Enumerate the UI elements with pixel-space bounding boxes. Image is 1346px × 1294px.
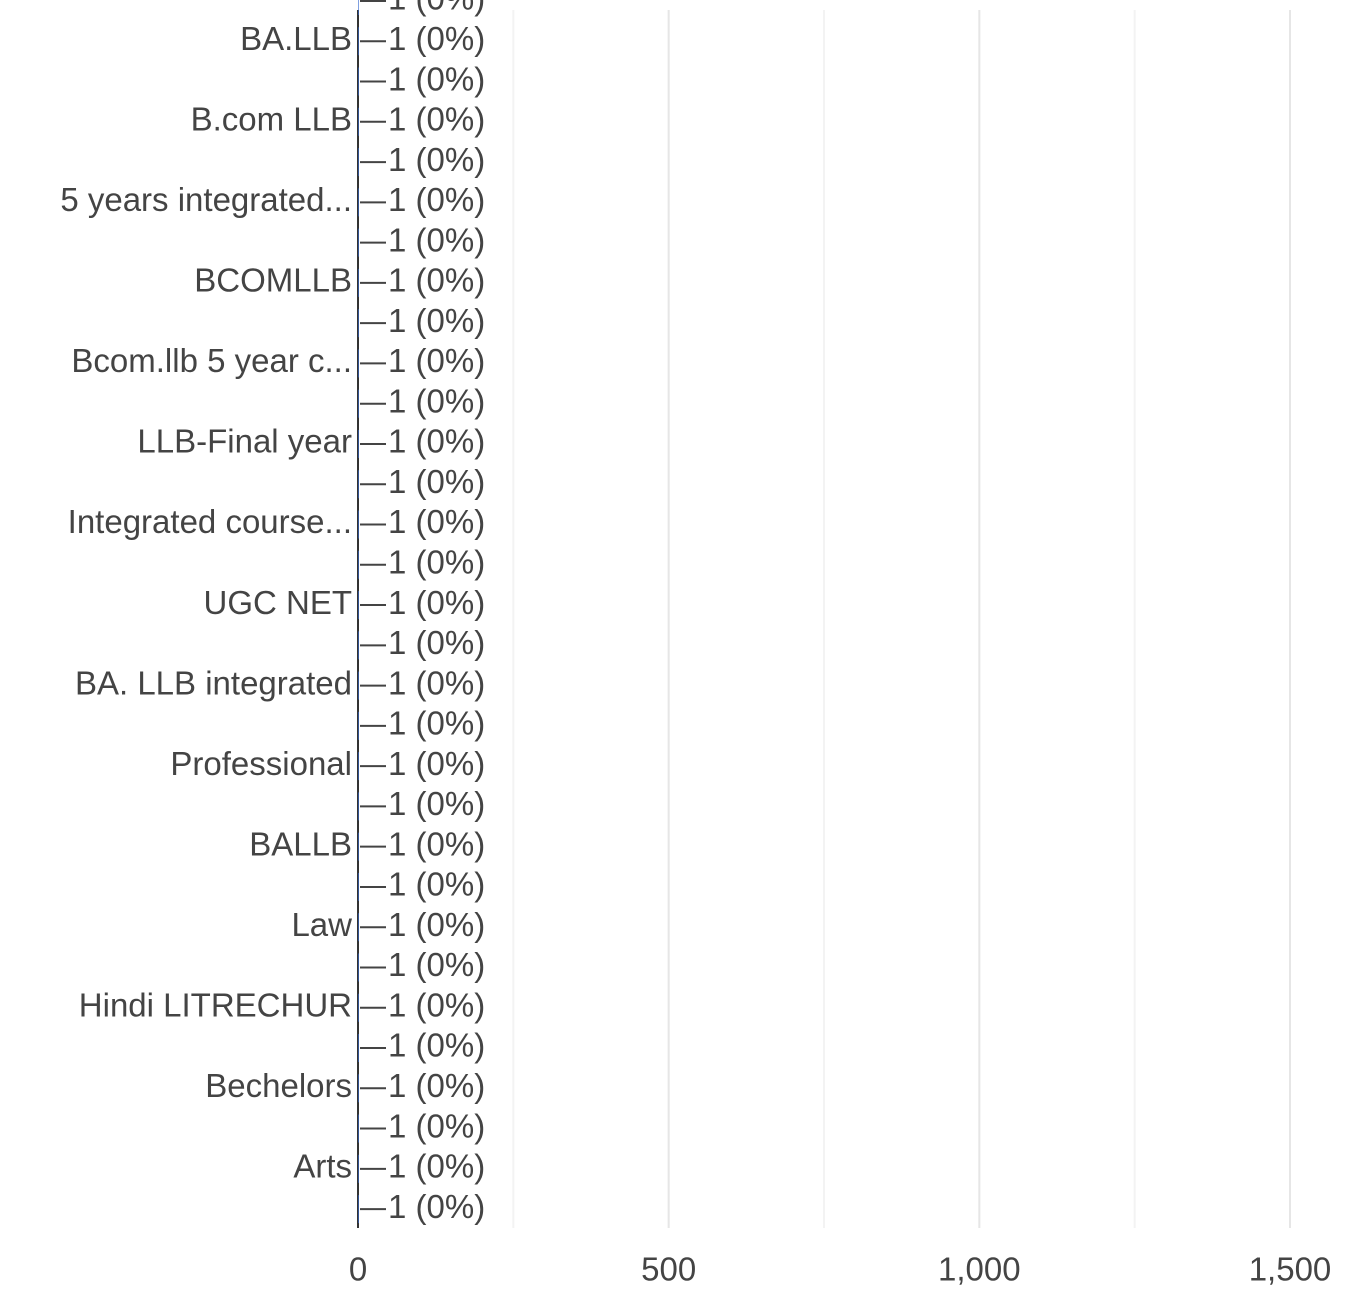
bar [358, 188, 359, 217]
bar [358, 631, 359, 660]
bar [358, 27, 359, 56]
bar [358, 268, 359, 297]
value-label: 1 (0%) [388, 382, 485, 419]
y-tick-label: BA. LLB integrated [75, 664, 352, 701]
value-label: 1 (0%) [388, 946, 485, 983]
bar [358, 349, 359, 378]
bar [358, 107, 359, 136]
value-label: 1 (0%) [388, 503, 485, 540]
value-label: 1 (0%) [388, 1067, 485, 1104]
bar [358, 792, 359, 821]
bar [358, 0, 359, 15]
bar [358, 389, 359, 418]
bar [358, 711, 359, 740]
bar [358, 591, 359, 620]
value-label: 1 (0%) [388, 866, 485, 903]
value-label: 1 (0%) [388, 181, 485, 218]
y-tick-label: BA.LLB [240, 20, 352, 57]
bar [358, 470, 359, 499]
y-tick-label: B.com LLB [191, 101, 352, 138]
value-label: 1 (0%) [388, 543, 485, 580]
value-label: 1 (0%) [388, 463, 485, 500]
y-tick-label: BALLB [249, 825, 352, 862]
bar [358, 913, 359, 942]
bar [358, 510, 359, 539]
y-tick-label: Professional [170, 745, 352, 782]
y-tick-label: Arts [293, 1148, 352, 1185]
bar [358, 872, 359, 901]
value-label: 1 (0%) [388, 1148, 485, 1185]
bar [358, 67, 359, 96]
bar [358, 1114, 359, 1143]
value-label: 1 (0%) [388, 986, 485, 1023]
bar [358, 550, 359, 579]
x-tick-label: 1,000 [938, 1251, 1021, 1288]
bar [358, 671, 359, 700]
bar [358, 228, 359, 257]
y-tick-label: Bcom.llb 5 year c... [71, 342, 352, 379]
y-tick-label: LLB-Final year [137, 423, 352, 460]
x-tick-label: 1,500 [1249, 1251, 1332, 1288]
value-label: 1 (0%) [388, 60, 485, 97]
bar [358, 1195, 359, 1224]
bar [358, 752, 359, 781]
y-tick-label: Integrated course... [68, 503, 352, 540]
bar [358, 1154, 359, 1183]
value-label: 1 (0%) [388, 262, 485, 299]
value-label: 1 (0%) [388, 141, 485, 178]
value-label: 1 (0%) [388, 0, 485, 17]
y-tick-label: Hindi LITRECHUR [79, 986, 352, 1023]
value-label: 1 (0%) [388, 423, 485, 460]
bar [358, 993, 359, 1022]
value-label: 1 (0%) [388, 221, 485, 258]
x-tick-label: 500 [641, 1251, 696, 1288]
value-label: 1 (0%) [388, 101, 485, 138]
value-label: 1 (0%) [388, 342, 485, 379]
value-label: 1 (0%) [388, 20, 485, 57]
value-label: 1 (0%) [388, 584, 485, 621]
value-label: 1 (0%) [388, 664, 485, 701]
y-tick-label: BCOMLLB [194, 262, 352, 299]
y-tick-label: Law [291, 906, 352, 943]
value-label: 1 (0%) [388, 624, 485, 661]
y-tick-label: UGC NET [204, 584, 353, 621]
bar [358, 832, 359, 861]
bar [358, 148, 359, 177]
value-label: 1 (0%) [388, 906, 485, 943]
value-label: 1 (0%) [388, 1188, 485, 1225]
y-tick-label: Bechelors [205, 1067, 352, 1104]
bar [358, 1034, 359, 1063]
x-tick-label: 0 [349, 1251, 367, 1288]
value-label: 1 (0%) [388, 785, 485, 822]
bar [358, 429, 359, 458]
value-label: 1 (0%) [388, 1027, 485, 1064]
value-label: 1 (0%) [388, 745, 485, 782]
value-label: 1 (0%) [388, 705, 485, 742]
bar [358, 1074, 359, 1103]
value-label: 1 (0%) [388, 1107, 485, 1144]
value-label: 1 (0%) [388, 302, 485, 339]
y-tick-label: 5 years integrated... [60, 181, 352, 218]
bar [358, 953, 359, 982]
bar [358, 309, 359, 338]
value-label: 1 (0%) [388, 825, 485, 862]
